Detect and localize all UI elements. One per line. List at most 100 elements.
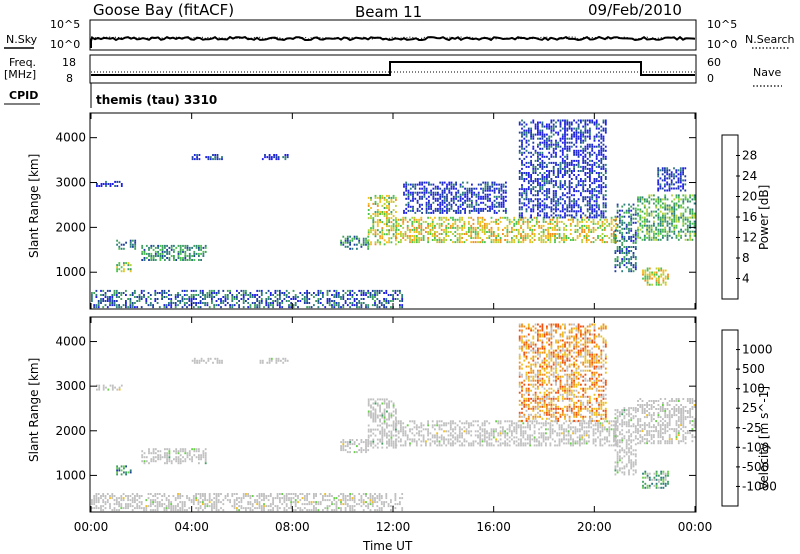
- echo-cell: [650, 212, 653, 215]
- echo-cell: [448, 189, 451, 192]
- echo-cell: [670, 171, 673, 174]
- echo-cell: [109, 296, 111, 298]
- echo-cell: [525, 188, 528, 191]
- echo-cell: [525, 161, 528, 164]
- echo-cell: [568, 214, 571, 217]
- echo-cell: [360, 304, 363, 307]
- echo-cell: [537, 208, 539, 211]
- echo-cell: [456, 228, 459, 231]
- echo-cell: [546, 204, 548, 207]
- echo-cell: [668, 173, 671, 176]
- echo-cell: [593, 194, 596, 197]
- echo-cell: [673, 214, 676, 217]
- echo-cell: [399, 292, 401, 294]
- echo-cell: [367, 209, 370, 211]
- echo-cell: [379, 432, 381, 435]
- echo-cell: [159, 244, 162, 247]
- echo-cell: [686, 220, 689, 223]
- echo-cell: [385, 497, 388, 500]
- echo-cell: [100, 497, 102, 500]
- echo-cell: [107, 388, 110, 391]
- echo-cell: [500, 187, 503, 190]
- echo-cell: [434, 233, 436, 235]
- echo-cell: [486, 224, 488, 227]
- echo-cell: [641, 230, 644, 233]
- echo-cell: [154, 250, 157, 253]
- echo-cell: [395, 220, 398, 223]
- echo-cell: [498, 187, 500, 190]
- echo-cell: [152, 460, 155, 463]
- echo-cell: [657, 173, 660, 176]
- echo-cell: [466, 195, 469, 198]
- echo-cell: [152, 248, 155, 251]
- echo-cell: [256, 298, 259, 300]
- echo-cell: [589, 208, 591, 211]
- echo-cell: [452, 241, 454, 244]
- echo-cell: [592, 226, 595, 229]
- echo-cell: [466, 189, 469, 192]
- echo-cell: [303, 296, 306, 298]
- echo-cell: [240, 497, 243, 500]
- echo-cell: [684, 210, 687, 213]
- echo-cell: [604, 145, 607, 148]
- echo-cell: [555, 139, 557, 142]
- echo-cell: [360, 289, 363, 292]
- echo-cell: [326, 505, 329, 508]
- echo-cell: [673, 175, 675, 178]
- echo-cell: [388, 434, 390, 437]
- echo-cell: [337, 306, 340, 309]
- echo-cell: [595, 206, 598, 209]
- echo-cell: [173, 450, 175, 453]
- echo-cell: [517, 233, 520, 235]
- echo-cell: [473, 209, 476, 212]
- echo-cell: [548, 157, 551, 160]
- echo-cell: [390, 241, 393, 244]
- echo-cell: [365, 239, 367, 242]
- echo-cell: [381, 434, 384, 437]
- echo-cell: [430, 189, 432, 192]
- echo-cell: [604, 172, 607, 174]
- echo-cell: [511, 241, 513, 244]
- echo-cell: [679, 173, 682, 176]
- echo-cell: [344, 239, 347, 242]
- echo-cell: [488, 235, 491, 237]
- echo-cell: [593, 145, 596, 148]
- echo-cell: [215, 300, 218, 302]
- echo-cell: [411, 235, 414, 237]
- echo-cell: [258, 296, 261, 298]
- echo-cell: [254, 306, 256, 309]
- echo-cell: [648, 214, 651, 217]
- echo-cell: [646, 200, 648, 203]
- echo-cell: [537, 200, 539, 203]
- echo-cell: [546, 147, 548, 150]
- echo-cell: [193, 259, 196, 261]
- echo-cell: [592, 220, 595, 223]
- echo-cell: [431, 235, 434, 237]
- echo-cell: [446, 187, 448, 190]
- echo-cell: [568, 190, 571, 193]
- echo-cell: [370, 430, 372, 433]
- echo-cell: [351, 439, 354, 441]
- echo-cell: [414, 185, 417, 188]
- echo-cell: [568, 121, 571, 124]
- echo-cell: [602, 139, 605, 142]
- echo-cell: [406, 220, 409, 223]
- echo-cell: [557, 186, 560, 189]
- echo-cell: [365, 445, 367, 448]
- echo-cell: [406, 226, 409, 229]
- echo-cell: [396, 294, 399, 296]
- echo-cell: [362, 509, 365, 512]
- echo-cell: [109, 384, 112, 387]
- echo-cell: [684, 167, 687, 170]
- echo-cell: [462, 197, 464, 200]
- echo-cell: [270, 158, 273, 161]
- echo-cell: [566, 163, 569, 166]
- echo-cell: [365, 292, 367, 294]
- echo-cell: [317, 503, 320, 506]
- echo-cell: [365, 495, 367, 497]
- echo-cell: [454, 220, 457, 223]
- echo-cell: [179, 252, 182, 255]
- echo-cell: [242, 507, 245, 510]
- echo-cell: [374, 412, 377, 415]
- echo-cell: [550, 129, 553, 132]
